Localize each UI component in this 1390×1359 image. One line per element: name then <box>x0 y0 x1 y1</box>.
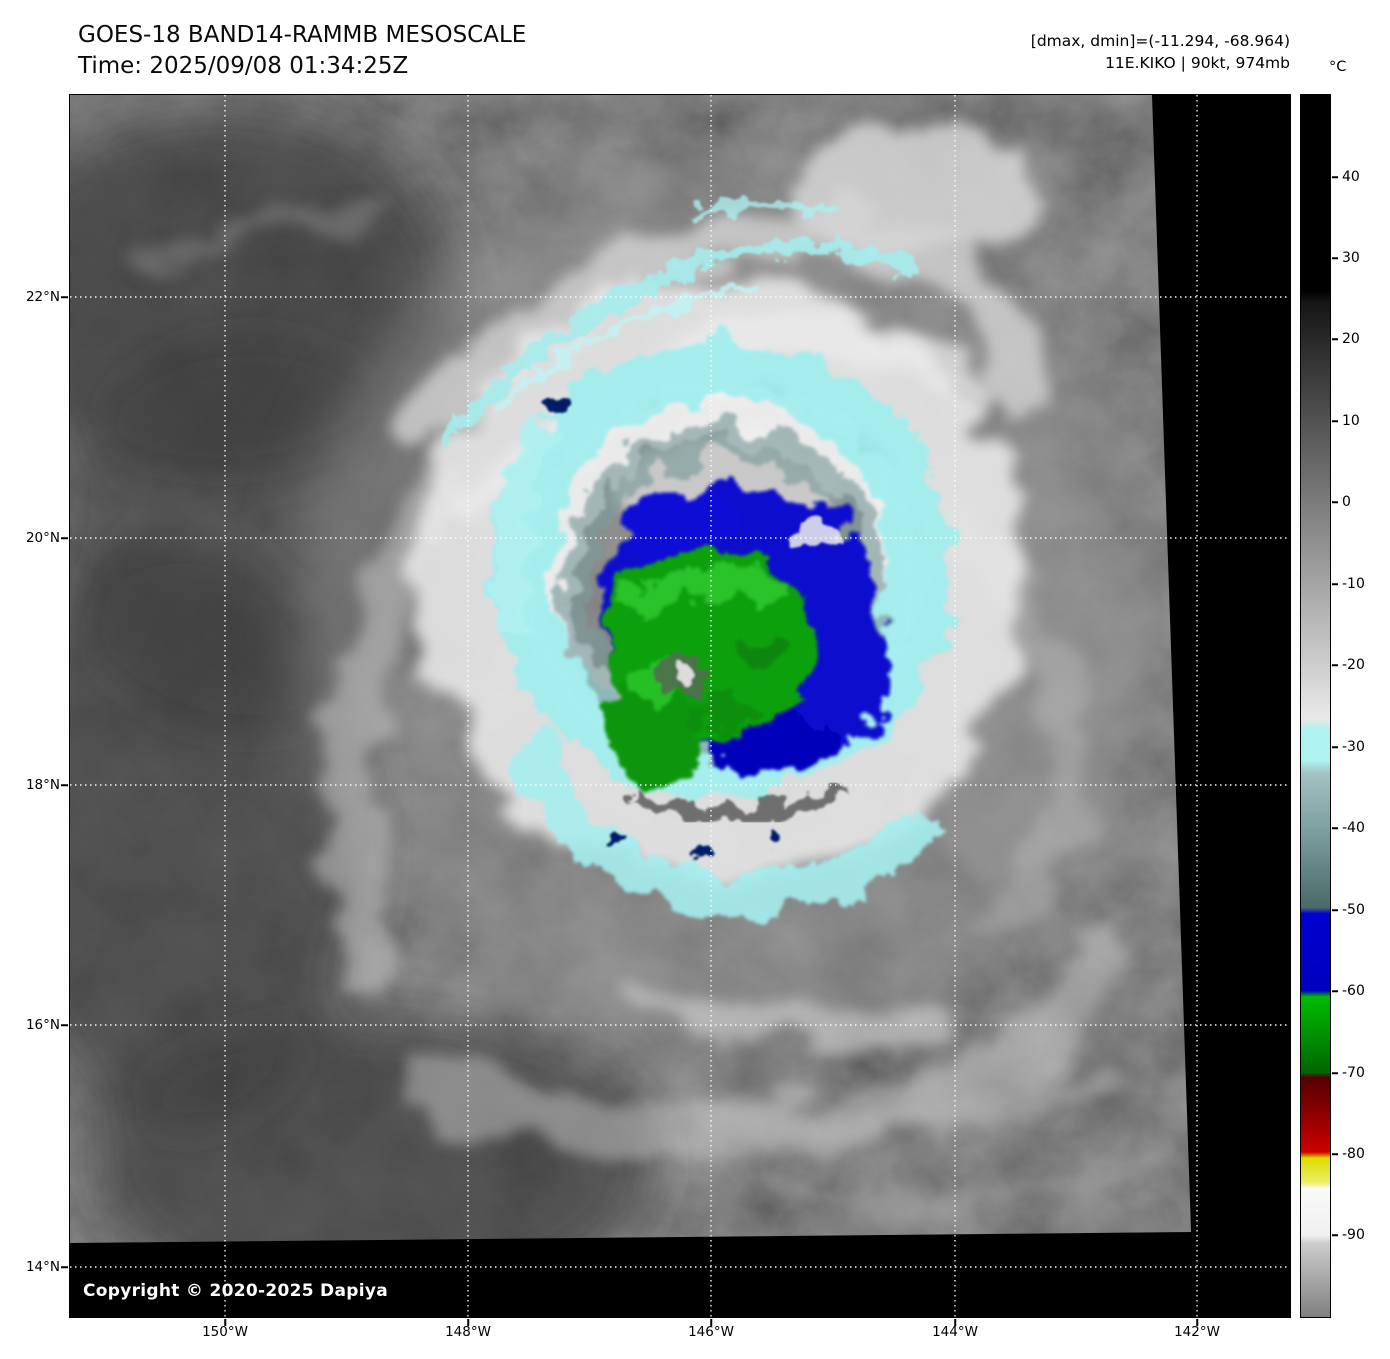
colorbar-tick-label: -30 <box>1342 739 1365 755</box>
lon-axis-label: 144°W <box>932 1324 978 1340</box>
white-fragment <box>789 521 841 549</box>
lon-axis-label: 148°W <box>445 1324 491 1340</box>
colorbar-tick-label: 0 <box>1342 494 1351 510</box>
colorbar-tick-label: -20 <box>1342 657 1365 673</box>
lat-axis-label: 20°N <box>25 530 60 546</box>
lat-axis-label: 18°N <box>25 777 60 793</box>
colorbar-tick-label: -10 <box>1342 576 1365 592</box>
tick-mark <box>61 537 68 539</box>
tick-mark <box>1332 746 1338 748</box>
colorbar-tick-label: 40 <box>1342 169 1360 185</box>
timestamp: Time: 2025/09/08 01:34:25Z <box>78 53 409 79</box>
tick-mark <box>1332 909 1338 911</box>
tick-mark <box>1332 176 1338 178</box>
colorbar-tick-label: -60 <box>1342 983 1365 999</box>
grid-overlay <box>70 95 1290 1317</box>
tick-mark <box>1332 501 1338 503</box>
tick-mark <box>1332 664 1338 666</box>
colorbar-tick-label: -50 <box>1342 902 1365 918</box>
tick-mark <box>710 1319 712 1326</box>
cdo-green-core <box>604 547 816 786</box>
hurricane-eye <box>661 656 713 698</box>
data-range-label: [dmax, dmin]=(-11.294, -68.964) <box>1030 32 1290 50</box>
colorbar-unit-label: °C <box>1329 59 1347 75</box>
tick-mark <box>954 1319 956 1326</box>
lat-axis-label: 14°N <box>25 1259 60 1275</box>
lon-axis-label: 150°W <box>202 1324 248 1340</box>
tick-mark <box>1332 420 1338 422</box>
moat-arc <box>626 782 849 823</box>
tick-mark <box>1332 1153 1338 1155</box>
tick-mark <box>1332 257 1338 259</box>
storm-info-label: 11E.KIKO | 90kt, 974mb <box>1105 54 1290 72</box>
satellite-image <box>70 95 1290 1317</box>
tick-mark <box>1332 990 1338 992</box>
bottom-black-strip <box>70 1231 1290 1317</box>
colorbar <box>1300 94 1331 1318</box>
header: GOES-18 BAND14-RAMMB MESOSCALE Time: 202… <box>78 20 526 82</box>
colorbar-tick-label: -90 <box>1342 1227 1365 1243</box>
colorbar-tick-label: -40 <box>1342 820 1365 836</box>
colorbar-tick-label: 20 <box>1342 331 1360 347</box>
tick-mark <box>61 784 68 786</box>
tick-mark <box>467 1319 469 1326</box>
colorbar-tick-label: 30 <box>1342 250 1360 266</box>
colorbar-tick-label: -80 <box>1342 1146 1365 1162</box>
lon-axis-label: 142°W <box>1174 1324 1220 1340</box>
page-title: GOES-18 BAND14-RAMMB MESOSCALE <box>78 22 527 48</box>
colorbar-tick-label: 10 <box>1342 413 1360 429</box>
satellite-map: Copyright © 2020-2025 Dapiya <box>69 94 1291 1318</box>
tick-mark <box>1332 1072 1338 1074</box>
tick-mark <box>1196 1319 1198 1326</box>
tick-mark <box>1332 583 1338 585</box>
tick-mark <box>61 296 68 298</box>
lat-axis-label: 22°N <box>25 289 60 305</box>
copyright-label: Copyright © 2020-2025 Dapiya <box>83 1281 388 1301</box>
tick-mark <box>1332 1234 1338 1236</box>
tick-mark <box>61 1024 68 1026</box>
tick-mark <box>1332 338 1338 340</box>
tick-mark <box>61 1266 68 1268</box>
tick-mark <box>224 1319 226 1326</box>
colorbar-gradient <box>1301 95 1330 1317</box>
lat-axis-label: 16°N <box>25 1017 60 1033</box>
tick-mark <box>1332 827 1338 829</box>
colorbar-tick-label: -70 <box>1342 1065 1365 1081</box>
scan-edge-black-wedge <box>1152 95 1290 1317</box>
lon-axis-label: 146°W <box>688 1324 734 1340</box>
info-block: [dmax, dmin]=(-11.294, -68.964) 11E.KIKO… <box>1031 30 1290 74</box>
